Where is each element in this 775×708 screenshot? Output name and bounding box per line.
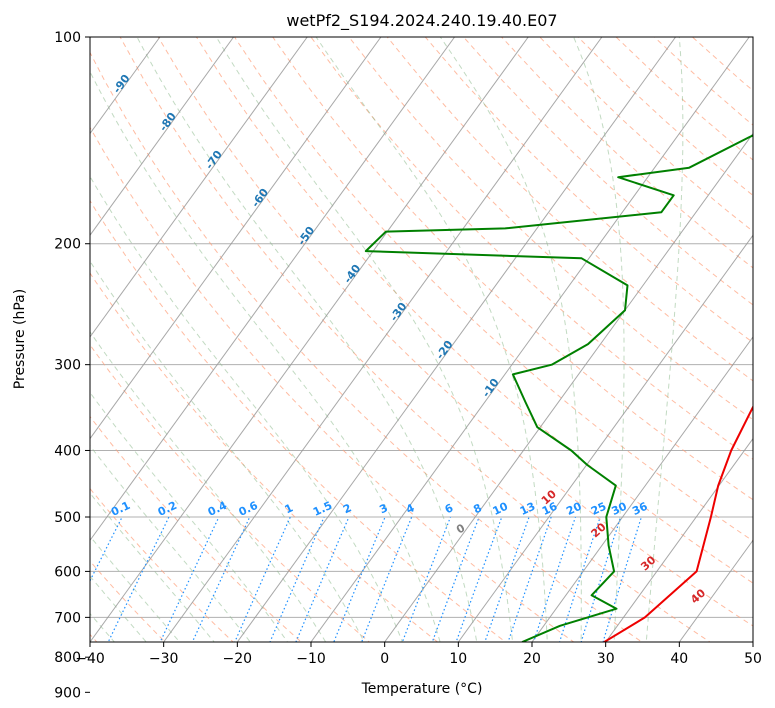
plot-frame	[89, 36, 754, 643]
dry-adiabat-line	[90, 51, 643, 642]
isotherm-line	[236, 37, 677, 642]
mixing-ratio-line	[507, 516, 552, 642]
mixing-ratio-label: 10	[491, 500, 511, 518]
mixing-ratio-lines	[90, 516, 642, 642]
isotherms	[0, 37, 753, 642]
isotherm-line	[605, 437, 753, 642]
moist-adiabat-line	[573, 37, 625, 642]
moist-adiabat-line	[136, 37, 478, 642]
y-tick-label: 100	[54, 30, 81, 46]
plot-area	[90, 37, 753, 642]
sounding-profiles	[364, 134, 753, 642]
isotherm-line	[752, 641, 753, 642]
mixing-ratio-label: 16	[540, 500, 560, 518]
isotherm-line	[0, 37, 13, 642]
moist-adiabat-line	[90, 492, 215, 642]
y-tick-label: 200	[54, 237, 81, 253]
moist-adiabat-line	[645, 37, 684, 642]
temperature-profile	[602, 404, 753, 642]
mixing-ratio-line	[333, 516, 386, 642]
moist-adiabat-line	[90, 175, 403, 642]
x-tick-label: 10	[449, 651, 467, 667]
y-tick-label: 800	[54, 650, 81, 666]
x-tick-label: −40	[75, 651, 105, 667]
x-tick-label: 0	[380, 651, 389, 667]
moist-adiabats	[90, 37, 684, 642]
mixing-ratio-line	[484, 516, 530, 642]
dry-adiabat-line	[234, 37, 753, 542]
isotherm-line	[457, 234, 753, 642]
x-tick-label: −30	[149, 651, 179, 667]
axes: −40 −30 −20 −10 0 10 20 30 40 50 100 200 300 400 500 60…	[54, 30, 762, 701]
isotherm-line	[90, 37, 382, 440]
moist-adiabat-line	[90, 260, 365, 642]
x-tick-label: 20	[523, 651, 541, 667]
dry-adiabat-line	[272, 37, 753, 501]
x-tick-label: 30	[597, 651, 615, 667]
moist-adiabat-line	[215, 37, 514, 642]
mixing-ratio-line	[159, 516, 220, 642]
mixing-ratio-label: 20	[564, 500, 584, 518]
isotherm-line	[531, 336, 753, 642]
y-tick-label: 600	[54, 564, 81, 580]
isotherm-line	[90, 37, 529, 642]
isotherm-line	[90, 37, 456, 542]
pressure-grid	[90, 37, 753, 618]
dry-adiabat-line	[348, 37, 753, 421]
y-tick-label: 400	[54, 444, 81, 460]
dry-adiabat-line	[386, 37, 753, 382]
dry-adiabat-line	[90, 126, 575, 642]
x-tick-label: 40	[670, 651, 688, 667]
mixing-ratio-line	[295, 516, 350, 642]
x-tick-label: −20	[223, 651, 253, 667]
dry-adiabat-line	[90, 272, 439, 642]
y-tick-label: 700	[54, 610, 81, 626]
dewpoint-profile	[364, 134, 753, 642]
mixing-ratio-label: 25	[589, 500, 608, 518]
mixing-ratio-label: 36	[630, 500, 650, 518]
mixing-ratio-label: 30	[610, 500, 630, 518]
chart-title: wetPf2_S194.2024.240.19.40.E07	[286, 11, 557, 31]
y-axis-label: Pressure (hPa)	[12, 289, 28, 389]
x-tick-label: 50	[744, 651, 762, 667]
moist-adiabat-line	[315, 37, 548, 642]
x-tick-label: −10	[296, 651, 326, 667]
dry-adiabat-line	[90, 415, 302, 642]
y-tick-label: 500	[54, 510, 81, 526]
y-tick-label: 300	[54, 358, 81, 374]
dry-adiabat-line	[90, 199, 507, 642]
isotherm-line	[678, 539, 753, 642]
mixing-ratio-label: 13	[518, 500, 537, 518]
isotherm-line	[310, 37, 750, 642]
y-tick-label: 900	[54, 685, 81, 701]
isotherm-line	[90, 37, 235, 237]
moist-adiabat-line	[90, 331, 327, 642]
dry-adiabat-line	[90, 344, 371, 642]
isotherm-line	[90, 37, 308, 338]
isotherm-line	[163, 37, 603, 642]
x-axis-label: Temperature (°C)	[361, 681, 483, 697]
